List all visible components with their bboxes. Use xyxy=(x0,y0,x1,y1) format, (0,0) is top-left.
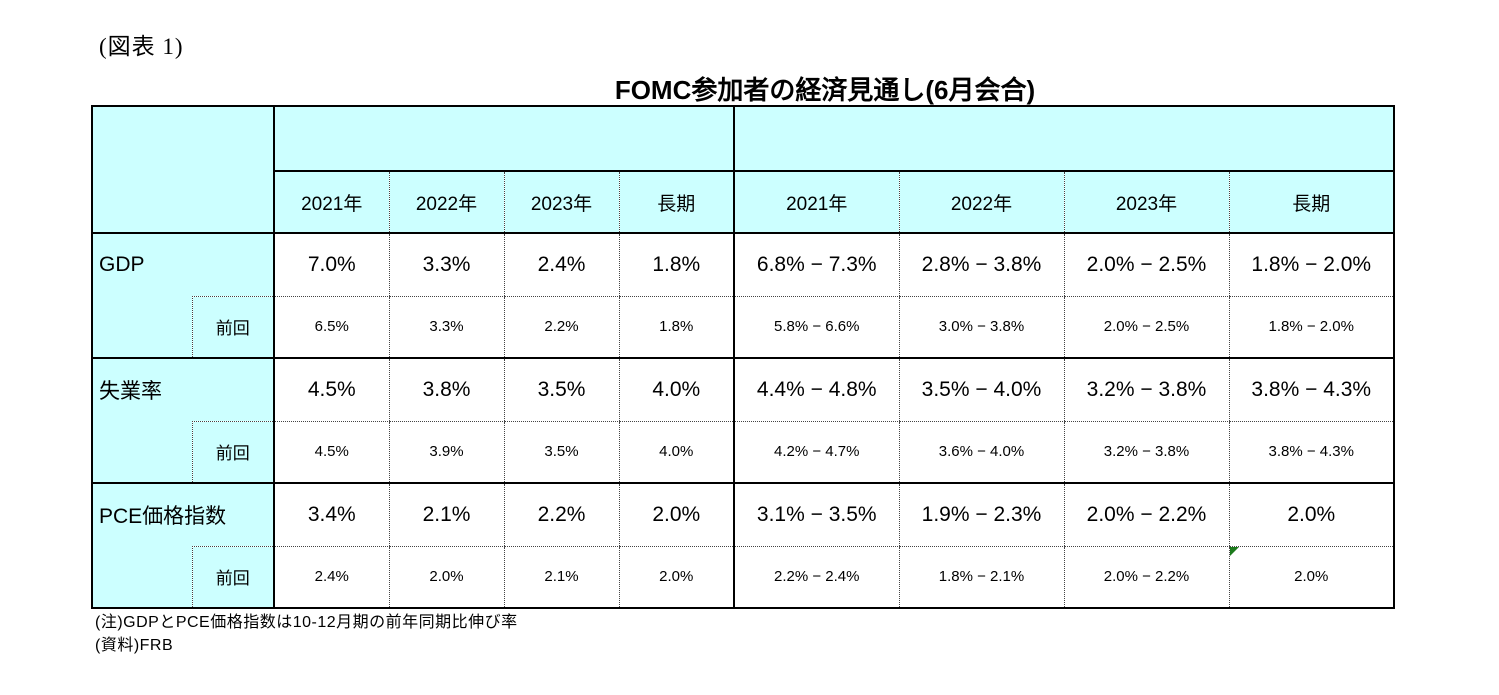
pce-prev-range-2021: 2.2% − 2.4% xyxy=(733,546,899,609)
pce-2022: 2.1% xyxy=(388,483,504,547)
table-row-gdp-previous: 前回 6.5% 3.3% 2.2% 1.8% 5.8% − 6.6% 3.0% … xyxy=(92,295,1394,359)
gdp-range-longrun: 1.8% − 2.0% xyxy=(1228,233,1394,297)
gdp-longrun: 1.8% xyxy=(618,233,734,297)
unemp-2021: 4.5% xyxy=(273,358,389,422)
fomc-projections-table: 2021年 2022年 2023年 長期 2021年 2022年 2023年 長… xyxy=(91,105,1395,609)
figure-number-label: (図表 1) xyxy=(99,34,184,59)
pce-prev-2021: 2.4% xyxy=(273,546,389,609)
col-header-2023-left: 2023年 xyxy=(503,171,619,234)
gdp-range-2021: 6.8% − 7.3% xyxy=(733,233,899,297)
header-corner-cell xyxy=(92,106,275,234)
unemp-prev-2023: 3.5% xyxy=(503,421,619,484)
unemp-range-2021: 4.4% − 4.8% xyxy=(733,358,899,422)
pce-longrun: 2.0% xyxy=(618,483,734,547)
pce-range-longrun: 2.0% xyxy=(1228,483,1394,547)
table-title: FOMC参加者の経済見通し(6月会合) xyxy=(614,75,1036,105)
gdp-prev-2023: 2.2% xyxy=(503,296,619,359)
gdp-prev-range-2021: 5.8% − 6.6% xyxy=(733,296,899,359)
unemp-prev-2021: 4.5% xyxy=(273,421,389,484)
unemp-range-2022: 3.5% − 4.0% xyxy=(898,358,1064,422)
gdp-prev-range-longrun: 1.8% − 2.0% xyxy=(1228,296,1394,359)
gdp-range-2023: 2.0% − 2.5% xyxy=(1063,233,1229,297)
label-spacer xyxy=(92,296,192,359)
pce-prev-range-2023: 2.0% − 2.2% xyxy=(1063,546,1229,609)
prev-label-pce: 前回 xyxy=(191,545,274,609)
unemp-2023: 3.5% xyxy=(503,358,619,422)
gdp-2022: 3.3% xyxy=(388,233,504,297)
pce-prev-2022: 2.0% xyxy=(388,546,504,609)
table-row-unemployment-previous: 前回 4.5% 3.9% 3.5% 4.0% 4.2% − 4.7% 3.6% … xyxy=(92,420,1394,484)
gdp-prev-range-2023: 2.0% − 2.5% xyxy=(1063,296,1229,359)
gdp-range-2022: 2.8% − 3.8% xyxy=(898,233,1064,297)
gdp-prev-range-2022: 3.0% − 3.8% xyxy=(898,296,1064,359)
green-corner-marker-icon xyxy=(1230,546,1239,556)
unemp-range-longrun: 3.8% − 4.3% xyxy=(1228,358,1394,422)
gdp-prev-2022: 3.3% xyxy=(388,296,504,359)
footnote-source: (資料)FRB xyxy=(95,637,174,654)
table-row-unemployment: 失業率 4.5% 3.8% 3.5% 4.0% 4.4% − 4.8% 3.5%… xyxy=(92,358,1394,422)
unemp-range-2023: 3.2% − 3.8% xyxy=(1063,358,1229,422)
pce-range-2022: 1.9% − 2.3% xyxy=(898,483,1064,547)
footnotes: (注)GDPとPCE価格指数は10-12月期の前年同期比伸び率 (資料)FRB xyxy=(95,611,518,657)
header-row-years: 2021年 2022年 2023年 長期 2021年 2022年 2023年 長… xyxy=(92,171,1394,234)
table-row-pce-previous: 前回 2.4% 2.0% 2.1% 2.0% 2.2% − 2.4% 1.8% … xyxy=(92,545,1394,609)
gdp-prev-longrun: 1.8% xyxy=(618,296,734,359)
unemp-prev-range-2023: 3.2% − 3.8% xyxy=(1063,421,1229,484)
unemp-prev-range-2021: 4.2% − 4.7% xyxy=(733,421,899,484)
table-row-pce: PCE価格指数 3.4% 2.1% 2.2% 2.0% 3.1% − 3.5% … xyxy=(92,483,1394,547)
row-label-pce: PCE価格指数 xyxy=(92,483,274,546)
col-header-2021-right: 2021年 xyxy=(733,171,899,234)
row-label-gdp: GDP xyxy=(92,233,274,296)
pce-range-2023: 2.0% − 2.2% xyxy=(1063,483,1229,547)
footnote-note: (注)GDPとPCE価格指数は10-12月期の前年同期比伸び率 xyxy=(95,614,518,631)
pce-2021: 3.4% xyxy=(273,483,389,547)
header-merge-left xyxy=(274,106,734,172)
gdp-prev-2021: 6.5% xyxy=(273,296,389,359)
unemp-prev-range-2022: 3.6% − 4.0% xyxy=(898,421,1064,484)
pce-2023: 2.2% xyxy=(503,483,619,547)
unemp-prev-2022: 3.9% xyxy=(388,421,504,484)
gdp-2021: 7.0% xyxy=(273,233,389,297)
label-spacer xyxy=(92,546,192,609)
header-merge-right xyxy=(733,106,1394,172)
header-row-merged xyxy=(92,106,1394,234)
col-header-2023-right: 2023年 xyxy=(1063,171,1229,234)
pce-prev-2023: 2.1% xyxy=(503,546,619,609)
col-header-longrun-left: 長期 xyxy=(618,171,734,234)
unemp-prev-range-longrun: 3.8% − 4.3% xyxy=(1228,421,1394,484)
unemp-prev-longrun: 4.0% xyxy=(618,421,734,484)
prev-label-gdp: 前回 xyxy=(191,295,274,359)
pce-prev-range-longrun-value: 2.0% xyxy=(1294,568,1329,586)
col-header-longrun-right: 長期 xyxy=(1228,171,1394,234)
pce-prev-longrun: 2.0% xyxy=(618,546,734,609)
pce-range-2021: 3.1% − 3.5% xyxy=(733,483,899,547)
unemp-2022: 3.8% xyxy=(388,358,504,422)
col-header-2022-left: 2022年 xyxy=(388,171,504,234)
pce-prev-range-2022: 1.8% − 2.1% xyxy=(898,546,1064,609)
unemp-longrun: 4.0% xyxy=(618,358,734,422)
pce-prev-range-longrun: 2.0% xyxy=(1228,546,1394,609)
row-label-unemployment: 失業率 xyxy=(92,358,274,421)
col-header-2021-left: 2021年 xyxy=(273,171,389,234)
col-header-2022-right: 2022年 xyxy=(898,171,1064,234)
table-row-gdp: GDP 7.0% 3.3% 2.4% 1.8% 6.8% − 7.3% 2.8%… xyxy=(92,233,1394,297)
prev-label-unemployment: 前回 xyxy=(191,420,274,484)
gdp-2023: 2.4% xyxy=(503,233,619,297)
label-spacer xyxy=(92,421,192,484)
